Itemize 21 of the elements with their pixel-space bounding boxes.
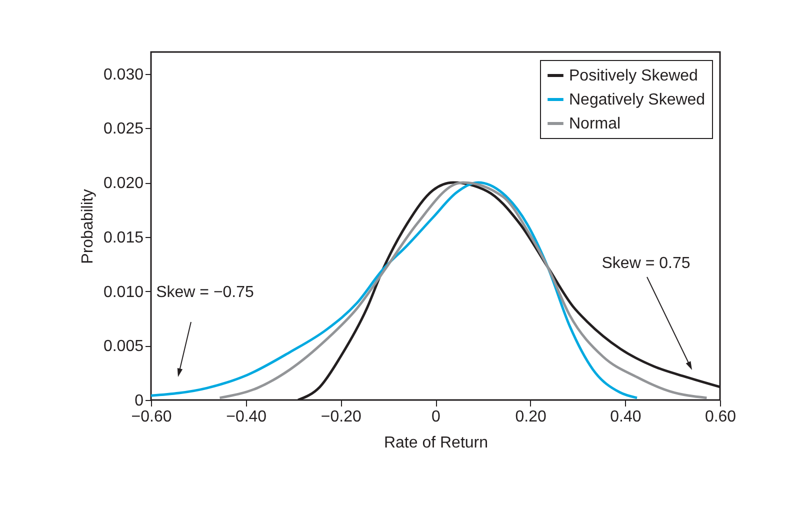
- x-tick-label: −0.20: [320, 408, 362, 426]
- y-tick-label: 0.015: [103, 229, 144, 246]
- y-tick-label: 0.020: [103, 175, 144, 192]
- x-tick-label: 0: [432, 408, 441, 426]
- legend-label: Normal: [569, 116, 621, 132]
- y-tick-label: 0.005: [103, 338, 144, 356]
- x-tick-label: −0.60: [131, 408, 172, 426]
- x-axis-title: Rate of Return: [384, 434, 488, 452]
- x-tick-label: 0.20: [515, 408, 547, 426]
- y-tick-label: 0.030: [103, 66, 144, 84]
- legend-label: Positively Skewed: [569, 68, 698, 84]
- annotation: Skew = 0.75: [602, 255, 690, 272]
- x-tick-label: 0.60: [704, 408, 736, 426]
- legend-label: Negatively Skewed: [569, 92, 706, 108]
- y-tick-label: 0: [134, 392, 144, 410]
- x-tick-label: −0.40: [226, 408, 267, 426]
- y-axis-title: Probability: [79, 189, 96, 264]
- annotation: Skew = −0.75: [156, 284, 254, 301]
- y-tick-label: 0.025: [103, 120, 144, 138]
- y-tick-label: 0.010: [103, 284, 144, 301]
- x-tick-label: 0.40: [610, 408, 642, 426]
